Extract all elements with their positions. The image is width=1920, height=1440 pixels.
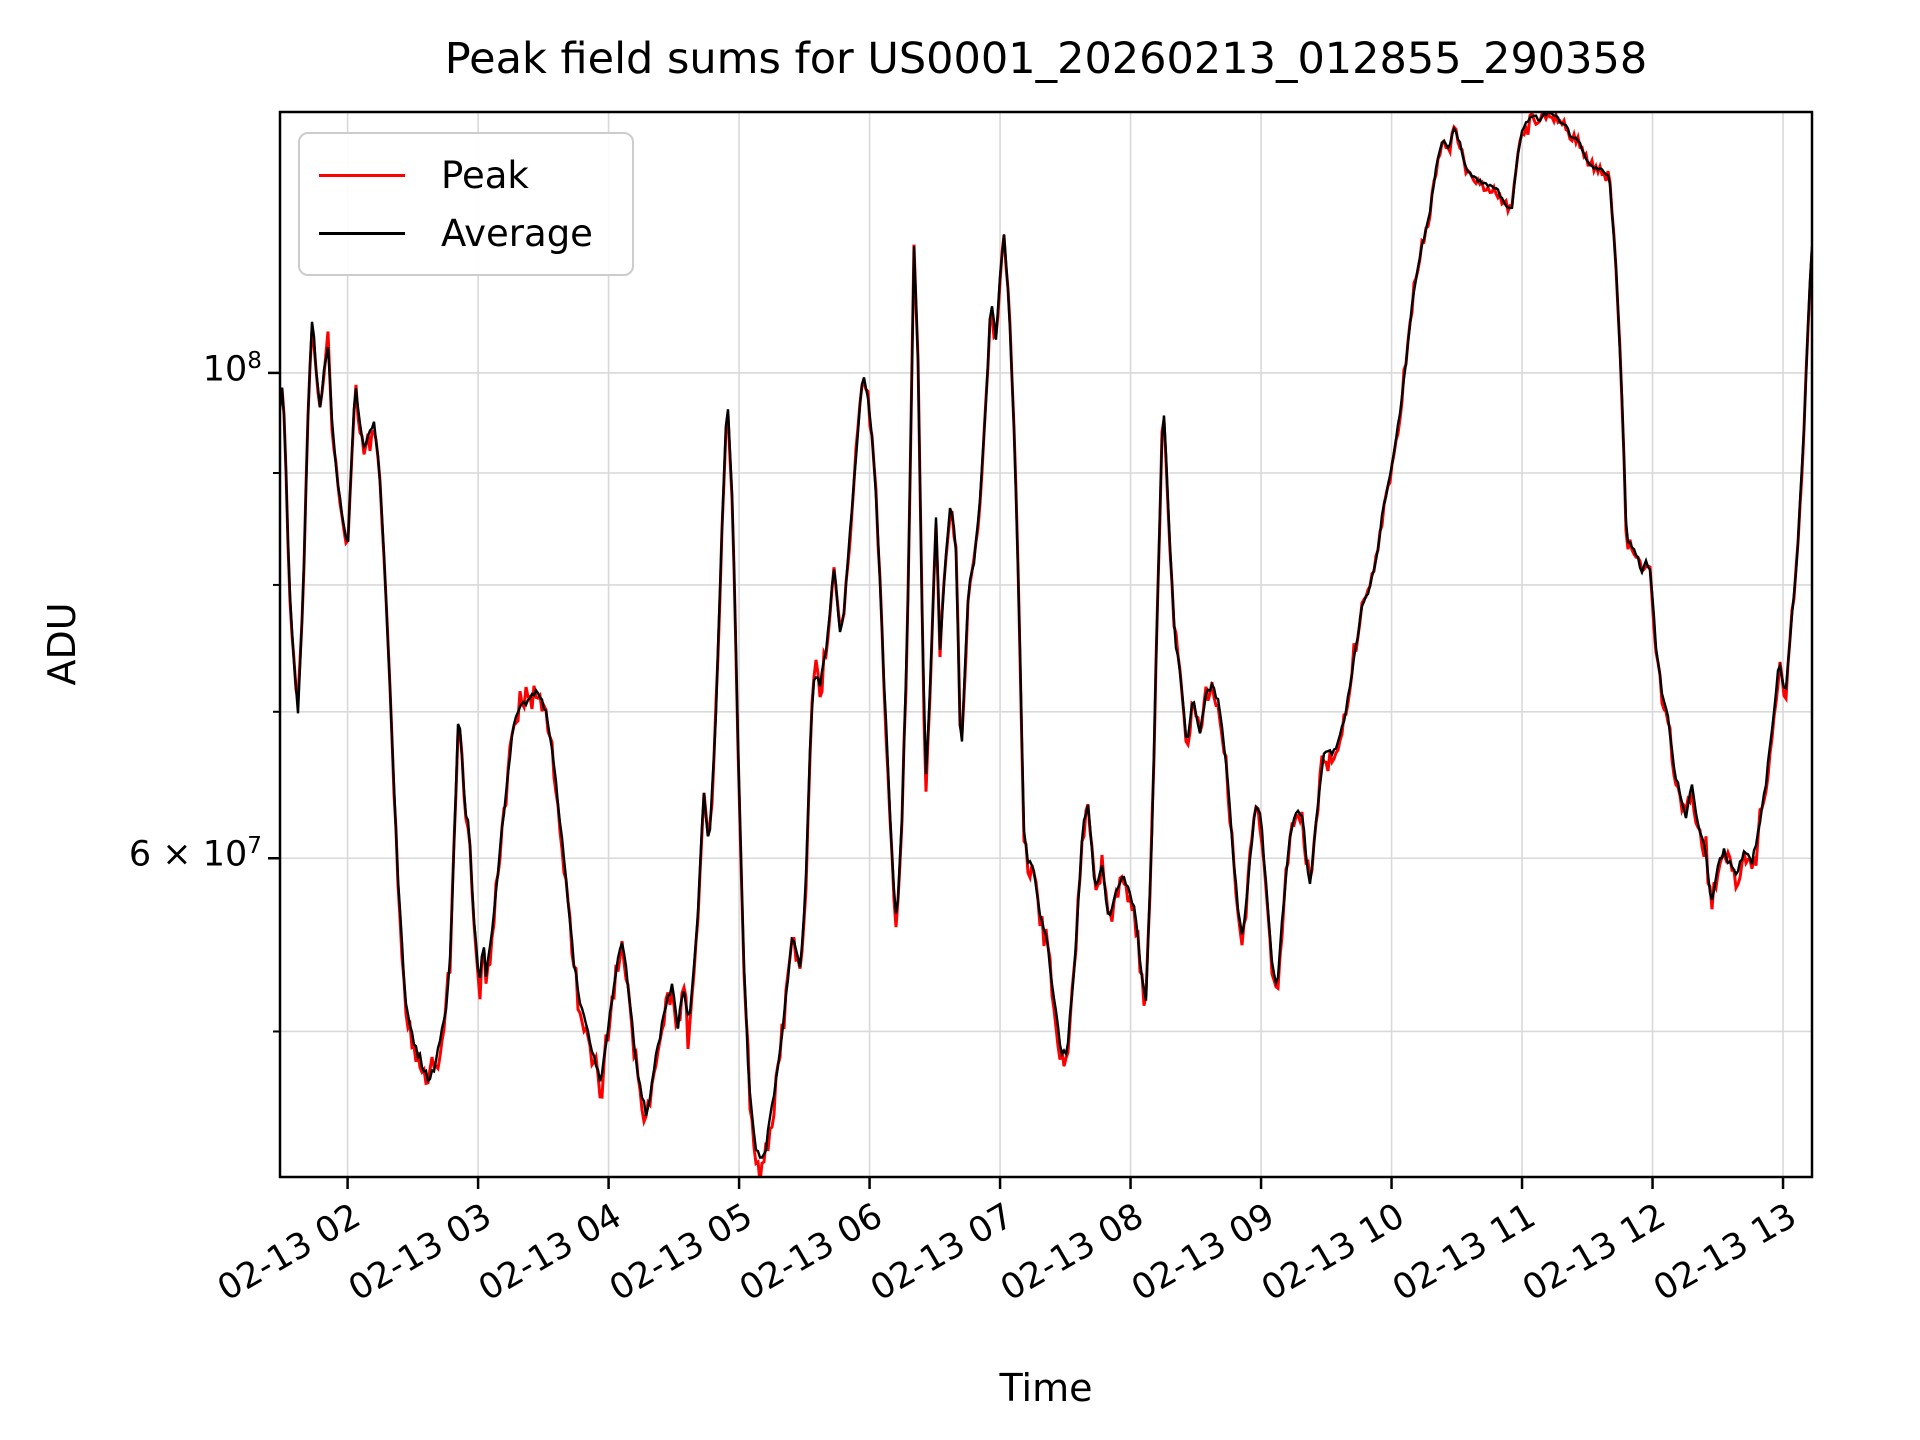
y-axis-label: ADU [40, 602, 84, 686]
legend-line-peak [319, 173, 405, 177]
y-tick-label: 6 × 107 [128, 833, 262, 875]
series-average-line [280, 112, 1812, 1159]
legend-label-average: Average [441, 211, 593, 255]
legend-label-peak: Peak [441, 153, 529, 197]
legend-line-average [319, 231, 405, 235]
y-tick-label: 108 [202, 347, 262, 390]
x-tick-label: 02-13 13 [1483, 1196, 1803, 1309]
axes-frame [278, 110, 1814, 1179]
legend-entry-peak: Peak [300, 153, 632, 197]
x-axis-label: Time [999, 1366, 1093, 1410]
chart-title: Peak field sums for US0001_20260213_0128… [444, 34, 1648, 84]
legend-entry-average: Average [300, 211, 632, 255]
legend: Peak Average [298, 132, 634, 276]
